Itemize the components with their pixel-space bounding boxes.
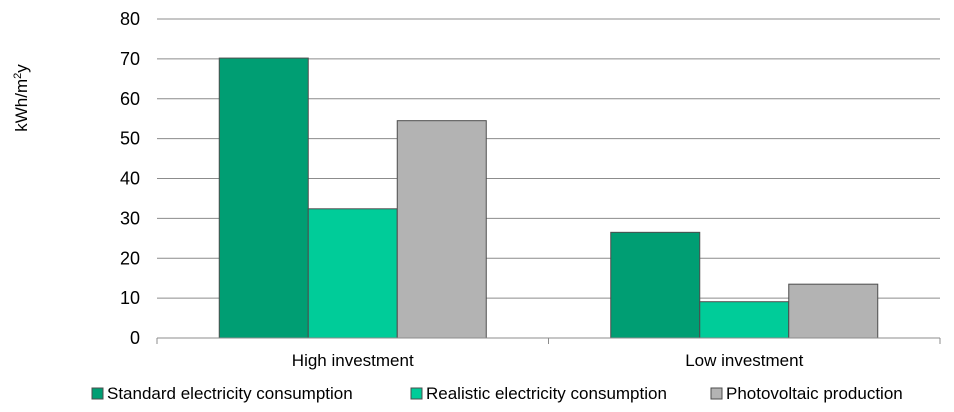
bar-standard-low bbox=[610, 231, 701, 339]
y-tick-label: 20 bbox=[120, 248, 140, 268]
y-tick-label: 0 bbox=[130, 328, 140, 348]
bar-photovoltaic-low bbox=[788, 283, 879, 339]
y-tick-label: 50 bbox=[120, 129, 140, 149]
y-tick-label: 10 bbox=[120, 288, 140, 308]
bar-realistic-high bbox=[307, 208, 398, 339]
y-tick-label: 40 bbox=[120, 169, 140, 189]
y-tick-label: 60 bbox=[120, 89, 140, 109]
legend-item: Photovoltaic production bbox=[710, 384, 903, 403]
x-axis-labels: High investment Low investment bbox=[292, 351, 804, 370]
legend: Standard electricity consumption Realisti… bbox=[91, 384, 903, 403]
legend-swatch bbox=[710, 387, 723, 400]
y-tick-label: 70 bbox=[120, 49, 140, 69]
legend-swatch bbox=[410, 387, 423, 400]
legend-label: Realistic electricity consumption bbox=[426, 384, 667, 403]
x-category-label: Low investment bbox=[685, 351, 803, 370]
bar-standard-high bbox=[218, 57, 309, 339]
x-category-label: High investment bbox=[292, 351, 414, 370]
y-tick-label: 30 bbox=[120, 208, 140, 228]
legend-item: Realistic electricity consumption bbox=[410, 384, 667, 403]
x-axis bbox=[156, 337, 941, 344]
legend-swatch bbox=[91, 387, 104, 400]
bar-realistic-low bbox=[699, 301, 790, 339]
y-axis-label: kWh/m2y bbox=[12, 64, 31, 132]
legend-item: Standard electricity consumption bbox=[91, 384, 353, 403]
y-tick-label: 80 bbox=[120, 9, 140, 29]
bars bbox=[218, 57, 879, 339]
y-axis-ticks: 0 10 20 30 40 50 60 70 80 bbox=[120, 9, 140, 348]
bar-photovoltaic-high bbox=[396, 120, 487, 339]
legend-label: Standard electricity consumption bbox=[107, 384, 353, 403]
legend-label: Photovoltaic production bbox=[726, 384, 903, 403]
